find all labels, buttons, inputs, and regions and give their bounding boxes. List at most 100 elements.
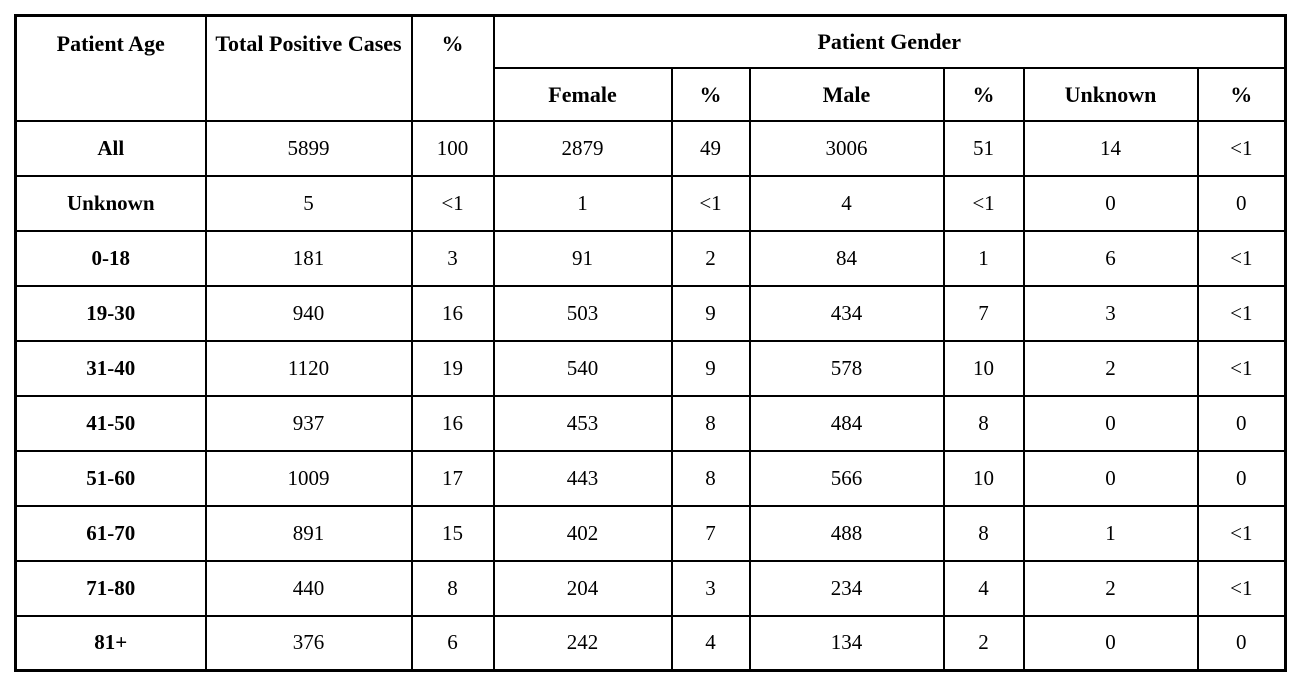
cell-unknown_pct: 0 <box>1196 174 1287 232</box>
cell-total: 440 <box>204 559 413 617</box>
table-row: 71-80 440 8 204 3 234 4 2 <1 <box>14 559 1287 617</box>
cell-unknown_pct: <1 <box>1196 504 1287 562</box>
patient-age-gender-table: Patient Age Total Positive Cases % Patie… <box>14 14 1288 672</box>
cell-male_pct: 1 <box>942 229 1025 287</box>
cell-total: 5899 <box>204 119 413 177</box>
cell-female: 402 <box>492 504 673 562</box>
cell-female_pct: 9 <box>670 339 751 397</box>
header-patient-gender: Patient Gender <box>492 14 1287 69</box>
table-row: 41-50 937 16 453 8 484 8 0 0 <box>14 394 1287 452</box>
cell-unknown: 14 <box>1022 119 1199 177</box>
cell-unknown: 2 <box>1022 559 1199 617</box>
cell-male_pct: 10 <box>942 449 1025 507</box>
cell-age: 31-40 <box>14 339 207 397</box>
cell-female_pct: 4 <box>670 614 751 672</box>
cell-total_pct: 100 <box>410 119 495 177</box>
cell-male: 84 <box>748 229 945 287</box>
cell-unknown: 6 <box>1022 229 1199 287</box>
cell-total_pct: 15 <box>410 504 495 562</box>
cell-female: 91 <box>492 229 673 287</box>
cell-total: 891 <box>204 504 413 562</box>
header-female-percent: % <box>670 66 751 122</box>
cell-total_pct: 17 <box>410 449 495 507</box>
cell-unknown: 0 <box>1022 174 1199 232</box>
cell-male: 488 <box>748 504 945 562</box>
table-row: 19-30 940 16 503 9 434 7 3 <1 <box>14 284 1287 342</box>
table-row: 31-40 1120 19 540 9 578 10 2 <1 <box>14 339 1287 397</box>
cell-male: 234 <box>748 559 945 617</box>
cell-unknown_pct: <1 <box>1196 284 1287 342</box>
cell-age: 71-80 <box>14 559 207 617</box>
cell-unknown_pct: <1 <box>1196 339 1287 397</box>
cell-female: 503 <box>492 284 673 342</box>
header-row-top: Patient Age Total Positive Cases % Patie… <box>14 14 1287 122</box>
table-body: All 5899 100 2879 49 3006 51 14 <1 Unknown 5 <1 1 <1 4… <box>14 119 1287 672</box>
cell-age: All <box>14 119 207 177</box>
cell-total_pct: <1 <box>410 174 495 232</box>
table-row: All 5899 100 2879 49 3006 51 14 <1 <box>14 119 1287 177</box>
cell-female_pct: 2 <box>670 229 751 287</box>
table-row: 0-18 181 3 91 2 84 1 6 <1 <box>14 229 1287 287</box>
cell-male_pct: 7 <box>942 284 1025 342</box>
cell-female_pct: 9 <box>670 284 751 342</box>
header-row-sub: Female % Male % Unknown % <box>16 66 1287 122</box>
header-male: Male <box>748 66 945 122</box>
cell-total: 376 <box>204 614 413 672</box>
cell-female_pct: 7 <box>670 504 751 562</box>
cell-male_pct: 51 <box>942 119 1025 177</box>
cell-age: 51-60 <box>14 449 207 507</box>
cell-female: 443 <box>492 449 673 507</box>
cell-total_pct: 8 <box>410 559 495 617</box>
cell-total: 940 <box>204 284 413 342</box>
cell-age: 41-50 <box>14 394 207 452</box>
cell-age: 0-18 <box>14 229 207 287</box>
cell-male_pct: <1 <box>942 174 1025 232</box>
table-row: 61-70 891 15 402 7 488 8 1 <1 <box>14 504 1287 562</box>
cell-total: 1009 <box>204 449 413 507</box>
cell-female_pct: <1 <box>670 174 751 232</box>
cell-male: 484 <box>748 394 945 452</box>
cell-age: Unknown <box>14 174 207 232</box>
cell-male_pct: 8 <box>942 394 1025 452</box>
cell-female: 1 <box>492 174 673 232</box>
table-row: 51-60 1009 17 443 8 566 10 0 0 <box>14 449 1287 507</box>
cell-unknown_pct: 0 <box>1196 394 1287 452</box>
cell-unknown_pct: 0 <box>1196 614 1287 672</box>
cell-total: 5 <box>204 174 413 232</box>
header-total-percent: % <box>410 14 495 122</box>
table-row: 81+ 376 6 242 4 134 2 0 0 <box>14 614 1287 672</box>
cell-total_pct: 6 <box>410 614 495 672</box>
cell-female_pct: 3 <box>670 559 751 617</box>
table-header: Patient Age Total Positive Cases % Patie… <box>14 14 1287 122</box>
cell-unknown: 0 <box>1022 449 1199 507</box>
cell-male: 578 <box>748 339 945 397</box>
cell-unknown_pct: 0 <box>1196 449 1287 507</box>
header-male-percent: % <box>942 66 1025 122</box>
cell-unknown_pct: <1 <box>1196 229 1287 287</box>
cell-male_pct: 8 <box>942 504 1025 562</box>
cell-total: 1120 <box>204 339 413 397</box>
cell-female: 453 <box>492 394 673 452</box>
cell-total: 937 <box>204 394 413 452</box>
cell-male_pct: 4 <box>942 559 1025 617</box>
cell-female: 242 <box>492 614 673 672</box>
cell-male: 434 <box>748 284 945 342</box>
cell-total_pct: 19 <box>410 339 495 397</box>
table-row: Unknown 5 <1 1 <1 4 <1 0 0 <box>14 174 1287 232</box>
cell-male: 566 <box>748 449 945 507</box>
cell-male: 4 <box>748 174 945 232</box>
cell-female: 204 <box>492 559 673 617</box>
cell-female_pct: 8 <box>670 449 751 507</box>
cell-unknown: 2 <box>1022 339 1199 397</box>
cell-male_pct: 10 <box>942 339 1025 397</box>
cell-unknown_pct: <1 <box>1196 559 1287 617</box>
cell-unknown: 0 <box>1022 614 1199 672</box>
cell-total_pct: 3 <box>410 229 495 287</box>
cell-unknown: 3 <box>1022 284 1199 342</box>
cell-age: 61-70 <box>14 504 207 562</box>
cell-unknown_pct: <1 <box>1196 119 1287 177</box>
cell-female: 2879 <box>492 119 673 177</box>
cell-female_pct: 49 <box>670 119 751 177</box>
cell-male: 3006 <box>748 119 945 177</box>
